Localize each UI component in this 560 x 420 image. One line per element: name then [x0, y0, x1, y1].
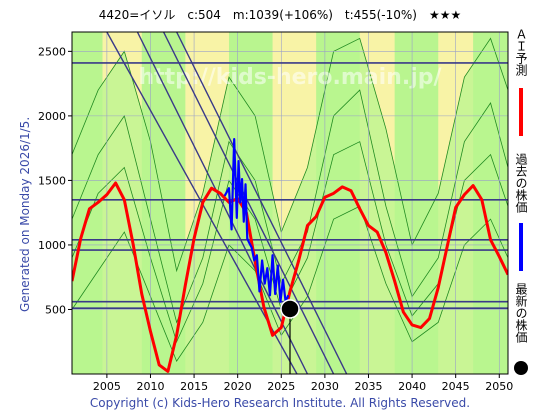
- watermark: http://kids-hero.main.jp/: [138, 65, 442, 90]
- legend-swatch-latest: [514, 361, 528, 375]
- copyright-footer: Copyright (c) Kids-Hero Research Institu…: [89, 396, 471, 410]
- legend-item-ai: ＡＩ予測: [514, 28, 554, 138]
- y-tick-label: 1500: [38, 174, 66, 187]
- x-tick-label: 2015: [180, 380, 208, 393]
- legend-item-past: 過去の株価: [514, 153, 554, 271]
- target-price: t:455(-10%): [344, 8, 417, 22]
- y-tick-label: 2500: [38, 45, 66, 58]
- y-tick-label: 2000: [38, 110, 66, 123]
- x-tick-label: 2010: [136, 380, 164, 393]
- x-tick-label: 2050: [485, 380, 513, 393]
- legend-label-ai: ＡＩ予測: [514, 28, 528, 76]
- legend: ＡＩ予測 過去の株価 最新の株価: [514, 28, 554, 378]
- trend-line: [136, 32, 309, 374]
- legend-label-latest: 最新の株価: [514, 283, 528, 343]
- x-tick-label: 2020: [224, 380, 252, 393]
- plot-frame: [71, 31, 509, 375]
- legend-swatch-ai: [519, 88, 523, 136]
- y-tick-label: 1000: [38, 239, 66, 252]
- x-tick-label: 2030: [311, 380, 339, 393]
- x-tick-label: 2045: [442, 380, 470, 393]
- current-price: c:504: [187, 8, 221, 22]
- legend-swatch-past: [519, 223, 523, 271]
- stock-code: 4420=イソル: [98, 8, 176, 22]
- past-price-line: [223, 138, 290, 303]
- x-tick-label: 2040: [398, 380, 426, 393]
- ai-forecast-line: [72, 181, 508, 373]
- rating-stars: ★★★: [428, 8, 462, 22]
- mean-price: m:1039(+106%): [232, 8, 333, 22]
- y-tick-label: 500: [45, 303, 66, 316]
- chart-header: 4420=イソル c:504 m:1039(+106%) t:455(-10%) ★★★: [0, 6, 560, 23]
- x-tick-label: 2035: [354, 380, 382, 393]
- background-fill: [72, 38, 508, 374]
- legend-label-past: 過去の株価: [514, 153, 528, 213]
- x-tick-label: 2005: [93, 380, 121, 393]
- x-tick-label: 2025: [267, 380, 295, 393]
- trend-line: [176, 32, 348, 374]
- legend-item-latest: 最新の株価: [514, 283, 554, 378]
- latest-price-marker: [280, 299, 300, 319]
- band-line: [72, 89, 508, 324]
- trend-line: [162, 32, 335, 374]
- generated-date-label: Generated on Monday 2026/1/5.: [18, 116, 32, 312]
